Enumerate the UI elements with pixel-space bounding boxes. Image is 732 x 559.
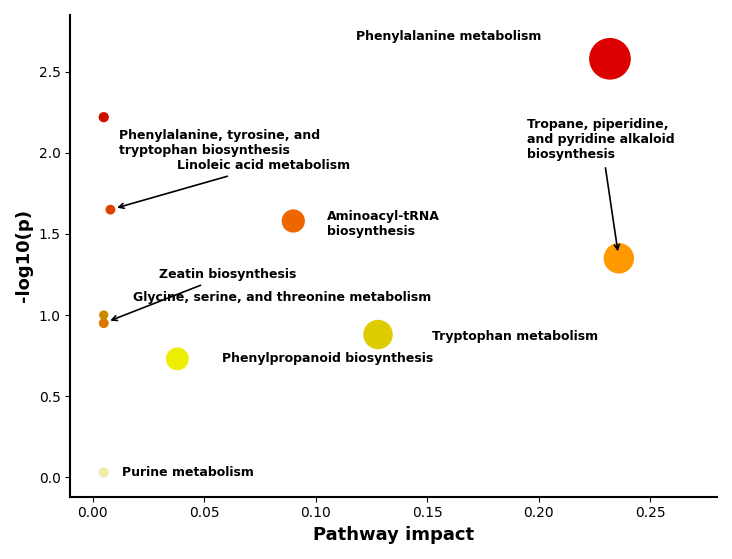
Point [613,254,624,263]
Text: Tryptophan metabolism: Tryptophan metabolism [432,330,597,343]
Point [171,354,183,363]
Point [604,54,616,63]
Text: Aminoacyl-tRNA
biosynthesis: Aminoacyl-tRNA biosynthesis [326,210,440,238]
Point [105,205,116,214]
Text: Tropane, piperidine,
and pyridine alkaloid
biosynthesis: Tropane, piperidine, and pyridine alkalo… [528,118,675,249]
Point [98,311,110,320]
Point [98,113,110,122]
Point [98,468,110,477]
X-axis label: Pathway impact: Pathway impact [313,526,474,544]
Text: Phenylpropanoid biosynthesis: Phenylpropanoid biosynthesis [222,352,433,366]
Text: Purine metabolism: Purine metabolism [122,466,253,479]
Point [372,330,384,339]
Point [98,319,110,328]
Text: Phenylalanine, tyrosine, and
tryptophan biosynthesis: Phenylalanine, tyrosine, and tryptophan … [119,129,321,157]
Y-axis label: -log10(p): -log10(p) [15,210,33,302]
Text: Zeatin biosynthesis: Zeatin biosynthesis [112,268,297,320]
Text: Glycine, serine, and threonine metabolism: Glycine, serine, and threonine metabolis… [132,291,431,304]
Text: Linoleic acid metabolism: Linoleic acid metabolism [119,159,351,209]
Text: Phenylalanine metabolism: Phenylalanine metabolism [356,30,541,42]
Point [288,216,299,225]
